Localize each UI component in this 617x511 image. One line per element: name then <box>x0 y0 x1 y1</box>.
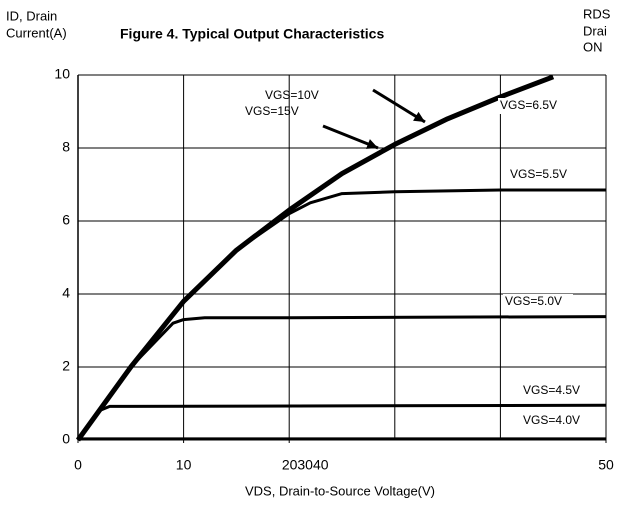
label-bg <box>521 413 591 429</box>
annotation: VGS=15V <box>245 104 299 118</box>
y-tick-label: 4 <box>62 285 70 301</box>
x-tick-label: 0 <box>74 457 82 473</box>
y-axis-label: ID, Drain <box>6 8 57 23</box>
series-line <box>76 188 606 441</box>
corner-note: Drai <box>583 23 607 38</box>
corner-note: RDS <box>583 6 611 21</box>
corner-note: ON <box>583 39 603 54</box>
y-tick-label: 6 <box>62 212 70 228</box>
y-tick-label: 8 <box>62 139 70 155</box>
y-tick-label: 10 <box>54 66 70 82</box>
series-label: VGS=6.5V <box>500 98 557 112</box>
y-tick-label: 0 <box>62 431 70 447</box>
series-line <box>75 74 555 442</box>
y-tick-label: 2 <box>62 358 70 374</box>
annotation: VGS=10V <box>265 88 319 102</box>
series-label: VGS=5.0V <box>505 294 562 308</box>
label-bg <box>508 167 578 183</box>
series-line <box>76 403 607 441</box>
chart-title: Figure 4. Typical Output Characteristics <box>120 26 384 42</box>
x-tick-label: 50 <box>598 457 614 473</box>
x-tick-label: 10 <box>176 457 192 473</box>
series-label: VGS=4.0V <box>523 413 580 427</box>
arrow-head <box>366 139 378 149</box>
series-line <box>76 315 607 441</box>
x-tick-label: 203040 <box>282 457 329 473</box>
arrow-head <box>413 111 425 122</box>
label-bg <box>503 294 573 310</box>
x-axis-label: VDS, Drain-to-Source Voltage(V) <box>245 483 435 498</box>
series-label: VGS=5.5V <box>510 167 567 181</box>
y-axis-label: Current(A) <box>6 25 67 40</box>
series-label: VGS=4.5V <box>523 383 580 397</box>
label-bg <box>521 383 591 399</box>
label-bg <box>498 98 568 114</box>
